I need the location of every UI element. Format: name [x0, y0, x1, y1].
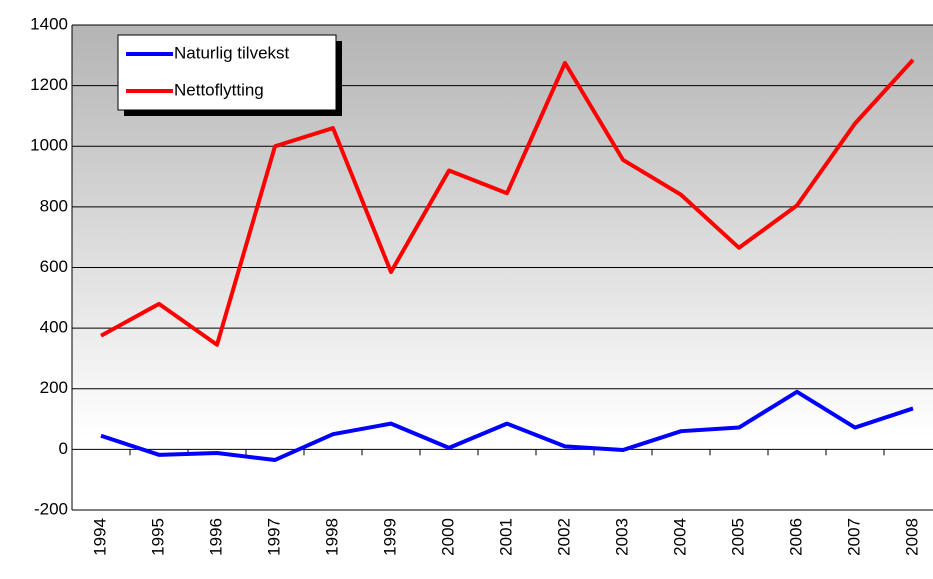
y-tick-label: 600 [40, 257, 68, 276]
x-tick-label: 1999 [380, 518, 399, 556]
y-tick-label: 800 [40, 196, 68, 215]
x-tick-label: 1994 [90, 518, 109, 556]
x-tick-label: 2007 [844, 518, 863, 556]
x-tick-label: 2001 [496, 518, 515, 556]
y-tick-label: 1200 [30, 75, 68, 94]
y-tick-label: 1400 [30, 14, 68, 33]
x-tick-label: 1997 [264, 518, 283, 556]
x-tick-label: 1995 [148, 518, 167, 556]
x-tick-label: 2008 [902, 518, 921, 556]
x-tick-label: 1996 [206, 518, 225, 556]
x-tick-label: 2006 [786, 518, 805, 556]
y-tick-label: -200 [34, 499, 68, 518]
legend-label: Naturlig tilvekst [174, 43, 290, 62]
y-tick-label: 1000 [30, 136, 68, 155]
y-tick-label: 400 [40, 318, 68, 337]
series-line [100, 58, 915, 347]
series-line [100, 389, 914, 462]
x-tick-label: 2005 [728, 518, 747, 556]
x-tick-label: 2002 [554, 518, 573, 556]
y-tick-label: 0 [59, 439, 68, 458]
x-tick-label: 1998 [322, 518, 341, 556]
legend [117, 34, 337, 111]
legend-label: Nettoflytting [174, 80, 264, 99]
x-tick-label: 2004 [670, 518, 689, 556]
x-tick-label: 2003 [612, 518, 631, 556]
x-tick-label: 2000 [438, 518, 457, 556]
y-tick-label: 200 [40, 378, 68, 397]
